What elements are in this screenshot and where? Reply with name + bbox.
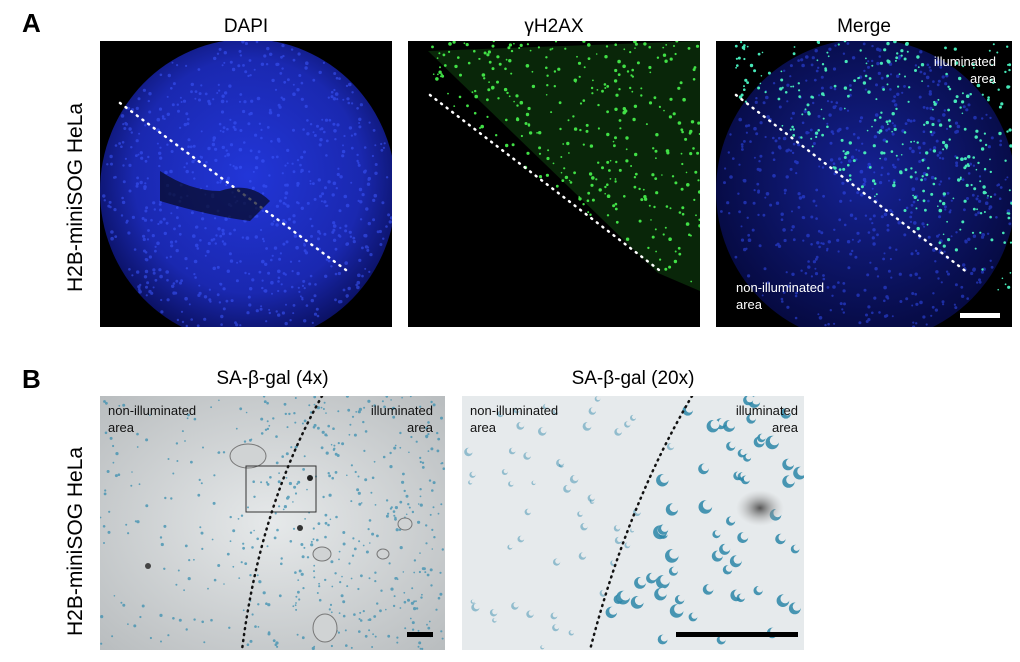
merge-title: Merge bbox=[837, 16, 891, 37]
panel-b-letter: B bbox=[22, 364, 41, 394]
dapi-title: DAPI bbox=[223, 16, 269, 37]
sa-beta-gal-20x-micrograph: non-illuminated area illuminated area bbox=[462, 396, 804, 650]
panel-a-row-label: H2B-miniSOG HeLa bbox=[64, 102, 87, 292]
merge-nuclei bbox=[720, 42, 1012, 327]
sa-beta-gal-4x-micrograph: non-illuminated area illuminated area bbox=[100, 396, 445, 650]
non-illuminated-area-label-4x: non-illuminated area bbox=[108, 403, 197, 435]
scale-bar-20x bbox=[676, 632, 798, 637]
gamma-h2ax-title: γH2AX bbox=[524, 16, 584, 37]
illuminated-area-label-4x: illuminated area bbox=[370, 403, 433, 435]
illuminated-area-label-20x: illuminated area bbox=[735, 403, 798, 435]
illuminated-area-label: illuminated area bbox=[933, 54, 996, 86]
dapi-nuclei bbox=[102, 41, 392, 327]
dapi-micrograph bbox=[100, 41, 392, 327]
gamma-h2ax-foci bbox=[431, 41, 700, 283]
sa-beta-gal-20x-title: SA-β-gal (20x) bbox=[571, 368, 695, 389]
sa-beta-gal-4x-title: SA-β-gal (4x) bbox=[216, 368, 329, 389]
scale-bar-4x bbox=[407, 632, 433, 637]
stained-cells bbox=[100, 396, 445, 650]
gamma-h2ax-micrograph bbox=[408, 41, 700, 327]
non-illuminated-area-label: non-illuminated area bbox=[736, 280, 825, 312]
panel-a-letter: A bbox=[22, 8, 41, 38]
merge-micrograph: illuminated area non-illuminated area bbox=[716, 41, 1012, 327]
merge-foci bbox=[734, 41, 1012, 291]
scale-bar bbox=[960, 313, 1000, 318]
non-illuminated-area-label-20x: non-illuminated area bbox=[470, 403, 559, 435]
panel-b-row-label: H2B-miniSOG HeLa bbox=[64, 446, 87, 636]
stained-cells-20x bbox=[464, 396, 804, 650]
